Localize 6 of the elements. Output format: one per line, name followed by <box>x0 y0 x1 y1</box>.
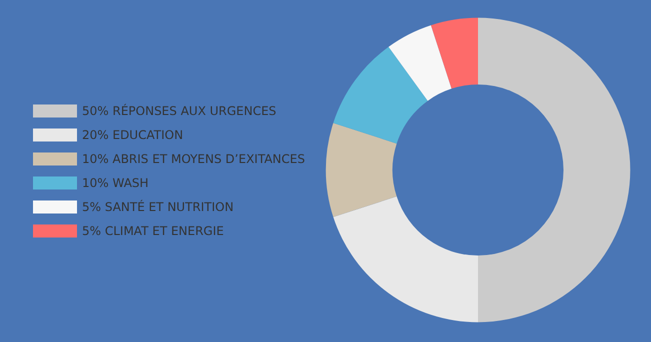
legend-label: 50% RÉPONSES AUX URGENCES <box>82 103 276 118</box>
legend-label: 10% ABRIS ET MOYENS D’EXITANCES <box>82 152 305 166</box>
legend-label: 10% WASH <box>82 176 149 190</box>
legend-label: 5% CLIMAT ET ENERGIE <box>82 224 224 238</box>
legend-label: 5% SANTÉ ET NUTRITION <box>82 199 234 214</box>
legend-label: 20% EDUCATION <box>82 128 184 142</box>
